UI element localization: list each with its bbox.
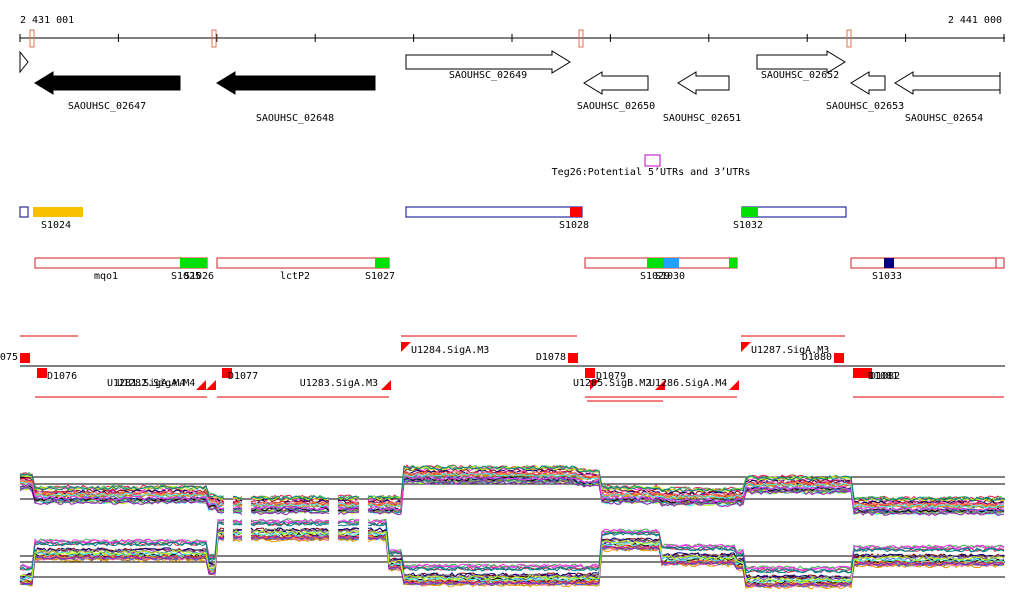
feature-label: S1030 — [655, 271, 685, 282]
promoter-flag — [196, 380, 206, 390]
feature-label: S1032 — [733, 220, 763, 231]
expression-trace — [19, 528, 1005, 581]
promoter-label: U1286.SigA.M4 — [649, 378, 727, 389]
gene-arrow — [756, 50, 846, 74]
gene-label: SAOUHSC_02653 — [826, 101, 904, 112]
promoter-flag — [206, 380, 216, 390]
expression-trace — [19, 471, 1005, 508]
gene-arrow — [894, 71, 1001, 95]
promoter-flag — [590, 380, 600, 390]
gene-arrow — [34, 71, 181, 95]
expression-trace — [19, 521, 1005, 574]
feature — [33, 207, 83, 217]
feature-label: S1025 — [171, 271, 201, 282]
expression-trace — [19, 518, 1005, 572]
promoter-label: U1281.SigA.M4 — [107, 378, 185, 389]
promoter-flag — [401, 342, 411, 352]
expression-trace — [19, 535, 1005, 588]
promoter-label: D1079 — [596, 371, 626, 382]
expression-trace — [19, 535, 1005, 588]
promoter-label: D1077 — [228, 371, 258, 382]
gene-label: SAOUHSC_02654 — [905, 113, 983, 124]
gene-label: SAOUHSC_02647 — [68, 101, 146, 112]
promoter-label: D1080 — [802, 352, 832, 363]
feature — [19, 206, 29, 218]
promoter-label: D1078 — [536, 352, 566, 363]
promoter-box — [853, 368, 863, 378]
feature-label: S1026 — [184, 271, 214, 282]
expression-trace — [19, 464, 1005, 501]
expression-trace — [19, 531, 1005, 584]
promoter-box — [862, 368, 872, 378]
feature — [850, 257, 1005, 269]
promoter-label: D1075 — [0, 352, 18, 363]
gene-arrow — [216, 71, 376, 95]
promoter-label: D1081 — [868, 371, 898, 382]
expression-trace — [19, 479, 1005, 515]
promoter-box — [37, 368, 47, 378]
feature — [663, 258, 679, 268]
ruler-marker — [846, 29, 852, 48]
promoter-label: U1285.SigB.M2 — [573, 378, 651, 389]
feature-label: S1029 — [640, 271, 670, 282]
gene-label: SAOUHSC_02649 — [449, 70, 527, 81]
gene-label: SAOUHSC_02651 — [663, 113, 741, 124]
ruler-marker — [29, 29, 35, 48]
ruler-marker — [578, 29, 584, 48]
feature-label: S1028 — [559, 220, 589, 231]
expression-trace — [19, 465, 1005, 502]
feature-label: mqo1 — [94, 271, 118, 282]
promoter-box — [20, 353, 30, 363]
ruler-marker — [211, 29, 217, 48]
feature — [647, 258, 663, 268]
promoter-flag — [381, 380, 391, 390]
gene-stub — [19, 50, 29, 74]
feature — [216, 257, 390, 269]
feature-label: S1027 — [365, 271, 395, 282]
feature — [405, 206, 583, 218]
track-marker — [644, 154, 661, 167]
track-label: Teg26:Potential 5’UTRs and 3’UTRs — [552, 167, 751, 178]
promoter-flag — [741, 342, 751, 352]
gene-arrow — [583, 71, 649, 95]
expression-trace — [19, 472, 1005, 509]
feature-label: lctP2 — [280, 271, 310, 282]
feature-label: S1033 — [872, 271, 902, 282]
expression-trace — [19, 534, 1005, 587]
expression-trace — [19, 480, 1005, 517]
ruler-end: 2 441 000 — [948, 15, 1002, 26]
promoter-box — [222, 368, 232, 378]
promoter-label: D1076 — [47, 371, 77, 382]
feature — [742, 207, 758, 217]
feature — [570, 207, 582, 217]
promoter-label: U1287.SigA.M3 — [751, 345, 829, 356]
gene-label: SAOUHSC_02650 — [577, 101, 655, 112]
expression-trace — [19, 475, 1005, 513]
promoter-label: D1082 — [870, 371, 900, 382]
gene-label: SAOUHSC_02648 — [256, 113, 334, 124]
promoter-label: U1283.SigA.M3 — [300, 378, 378, 389]
feature — [729, 258, 737, 268]
promoter-label: U1282.SigA.M4 — [117, 378, 195, 389]
promoter-box — [585, 368, 595, 378]
promoter-flag — [655, 380, 665, 390]
feature — [884, 258, 894, 268]
feature-label: S1024 — [41, 220, 71, 231]
promoter-flag — [729, 380, 739, 390]
promoter-label: U1284.SigA.M3 — [411, 345, 489, 356]
feature — [375, 258, 389, 268]
expression-trace — [19, 475, 1005, 512]
gene-arrow — [850, 71, 886, 95]
expression-trace — [19, 529, 1005, 583]
promoter-box — [568, 353, 578, 363]
promoter-box — [834, 353, 844, 363]
feature — [995, 257, 1005, 269]
gene-arrow — [677, 71, 730, 95]
gene-arrow — [405, 50, 571, 74]
feature — [180, 258, 207, 268]
ruler-start: 2 431 001 — [20, 15, 74, 26]
gene-label: SAOUHSC_02652 — [761, 70, 839, 81]
